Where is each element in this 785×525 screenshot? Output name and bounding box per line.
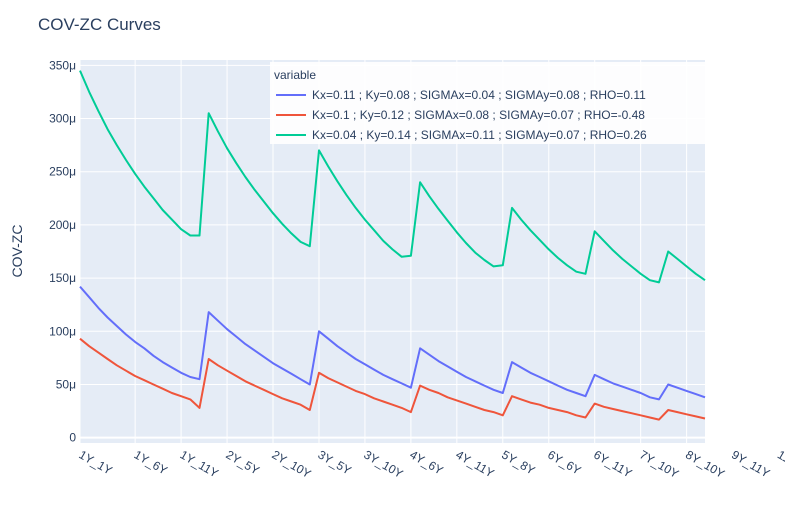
y-tick-label: 50μ xyxy=(56,377,76,391)
y-tick-label: 200μ xyxy=(49,218,76,232)
x-tick-label: 3Y_10Y xyxy=(361,447,405,480)
x-tick-label: 3Y_5Y xyxy=(315,447,353,477)
y-tick-label: 300μ xyxy=(49,112,76,126)
series-line-2 xyxy=(79,337,706,421)
series-line-1 xyxy=(79,285,706,401)
y-tick-label: 150μ xyxy=(49,271,76,285)
x-tick-label: 7Y_10Y xyxy=(637,447,681,480)
x-tick-label: 4Y_11Y xyxy=(453,447,496,480)
x-tick-label: 1Y_6Y xyxy=(132,447,170,477)
x-tick-label: 5Y_8Y xyxy=(499,447,537,477)
x-tick-label: 1Y_11Y xyxy=(178,447,221,480)
legend-title: variable xyxy=(274,68,316,82)
x-tick-label: 2Y_10Y xyxy=(270,447,314,480)
x-tick-label: 2Y_5Y xyxy=(224,447,262,477)
x-tick-label: 1Y_1Y xyxy=(77,447,115,477)
legend-label-3: Kx=0.04 ; Ky=0.14 ; SIGMAx=0.11 ; SIGMAy… xyxy=(312,128,647,142)
y-tick-label: 100μ xyxy=(49,324,76,338)
legend-background xyxy=(270,62,707,144)
x-tick-label: 11Y_11Y xyxy=(775,447,785,483)
x-tick-label: 6Y_11Y xyxy=(591,447,634,480)
y-tick-label: 350μ xyxy=(49,58,76,72)
x-tick-label: 9Y_11Y xyxy=(729,447,772,480)
x-tick-label: 4Y_6Y xyxy=(407,447,445,477)
series-line-3 xyxy=(79,70,706,284)
legend-label-1: Kx=0.11 ; Ky=0.08 ; SIGMAx=0.04 ; SIGMAy… xyxy=(312,88,646,102)
chart-title: COV-ZC Curves xyxy=(38,15,161,34)
y-tick-label: 250μ xyxy=(49,165,76,179)
legend-label-2: Kx=0.1 ; Ky=0.12 ; SIGMAx=0.08 ; SIGMAy=… xyxy=(312,108,645,122)
x-axis-ticks: 1Y_1Y 1Y_6Y 1Y_11Y 2Y_5Y 2Y_10Y 3Y_5Y 3Y_10Y 4Y… xyxy=(77,447,785,483)
y-axis-ticks: 0 50μ 100μ 150μ 200μ 250μ 300μ 350μ xyxy=(49,58,76,444)
y-tick-label: 0 xyxy=(69,431,76,445)
series-lines xyxy=(79,70,706,421)
y-axis-title: COV-ZC xyxy=(9,225,25,278)
x-tick-label: 8Y_10Y xyxy=(683,447,727,480)
legend: variable Kx=0.11 ; Ky=0.08 ; SIGMAx=0.04… xyxy=(270,62,707,144)
gridlines xyxy=(79,60,780,443)
x-tick-label: 6Y_6Y xyxy=(545,447,583,477)
